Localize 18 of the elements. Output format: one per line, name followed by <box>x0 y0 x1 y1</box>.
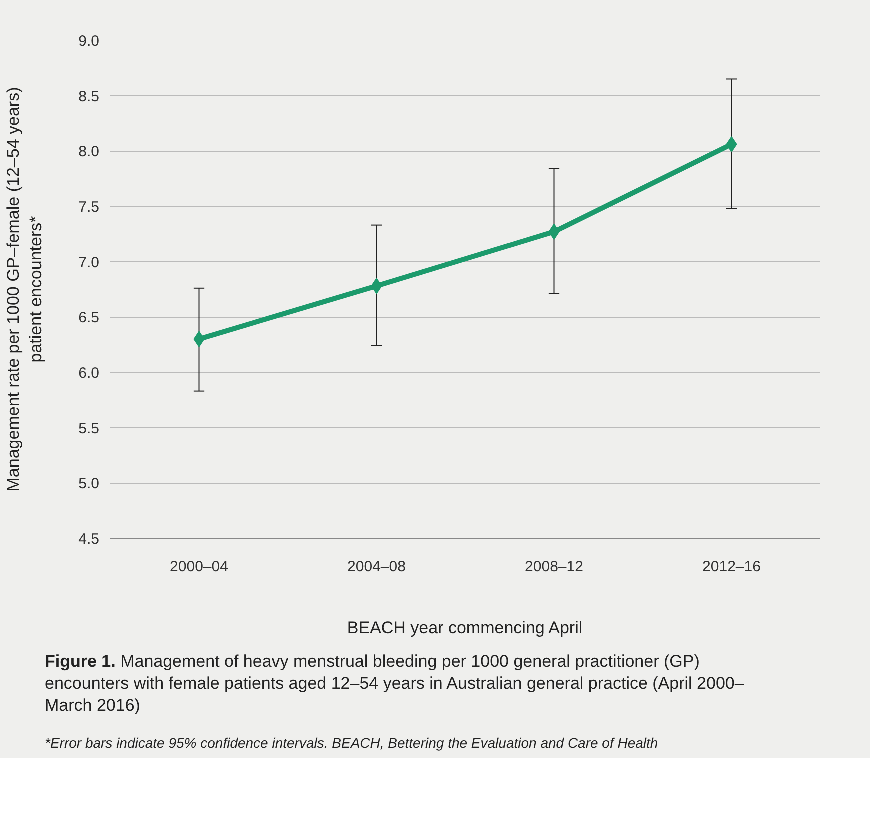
x-tick-label: 2004–08 <box>348 558 406 576</box>
y-tick-label: 6.0 <box>78 365 100 382</box>
text: Figure 1. <box>45 652 116 671</box>
y-tick-label: 9.0 <box>78 33 100 50</box>
y-tick-label: 7.5 <box>78 199 100 216</box>
y-axis-title: Management rate per 1000 GP–female (12–54 years) patient encounters* <box>4 87 46 492</box>
y-tick-label: 6.5 <box>78 310 100 327</box>
text: *Error bars indicate 95% confidence intervals. BEACH, Bettering the Evaluation and Care of Health <box>45 734 658 754</box>
y-tick-label: 5.0 <box>78 476 100 493</box>
x-axis-title: BEACH year commencing April <box>347 618 583 638</box>
y-tick-label: 7.0 <box>78 254 100 272</box>
y-tick-label: 8.5 <box>78 88 100 106</box>
x-tick-label: 2008–12 <box>525 558 584 576</box>
y-tick-label: 4.5 <box>78 531 100 548</box>
y-tick-label: 5.5 <box>78 420 100 438</box>
x-tick-label: 2000–04 <box>170 558 228 576</box>
x-tick-label: 2012–16 <box>702 558 761 576</box>
y-tick-label: 8.0 <box>78 144 100 161</box>
